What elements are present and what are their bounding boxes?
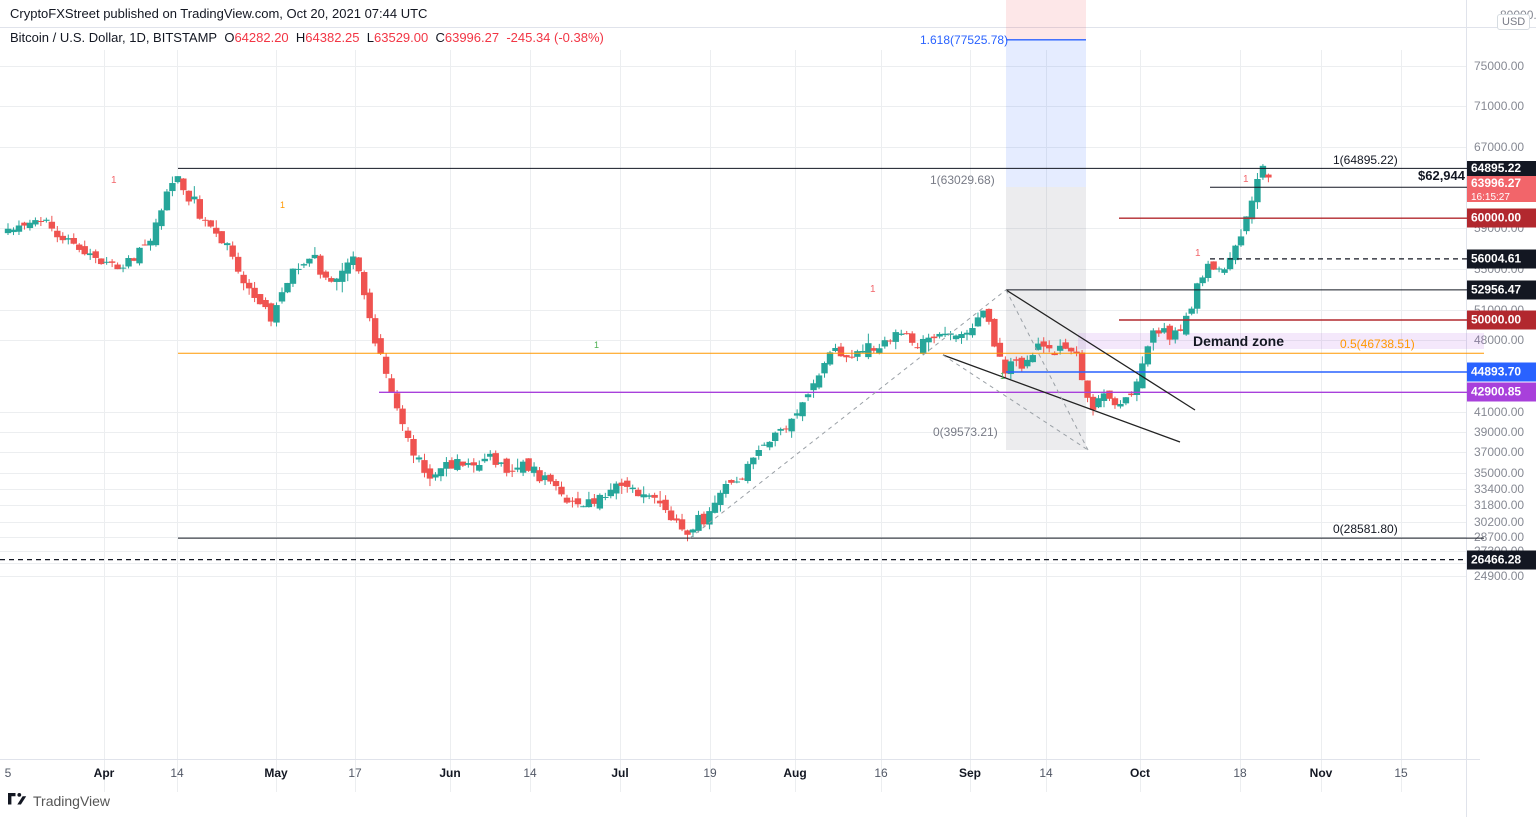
svg-text:1.618(77525.78): 1.618(77525.78)	[920, 33, 1008, 47]
svg-text:1: 1	[1243, 174, 1249, 185]
svg-text:1: 1	[280, 200, 285, 210]
svg-text:$62,944: $62,944	[1418, 168, 1466, 183]
svg-text:1(63029.68): 1(63029.68)	[930, 173, 995, 187]
svg-text:1(64895.22): 1(64895.22)	[1333, 153, 1398, 167]
svg-text:1: 1	[1195, 248, 1201, 259]
svg-text:1: 1	[1000, 371, 1005, 381]
svg-text:0(28581.80): 0(28581.80)	[1333, 522, 1398, 536]
svg-text:1: 1	[594, 340, 599, 350]
svg-text:1: 1	[870, 284, 876, 295]
svg-text:1: 1	[111, 175, 117, 186]
